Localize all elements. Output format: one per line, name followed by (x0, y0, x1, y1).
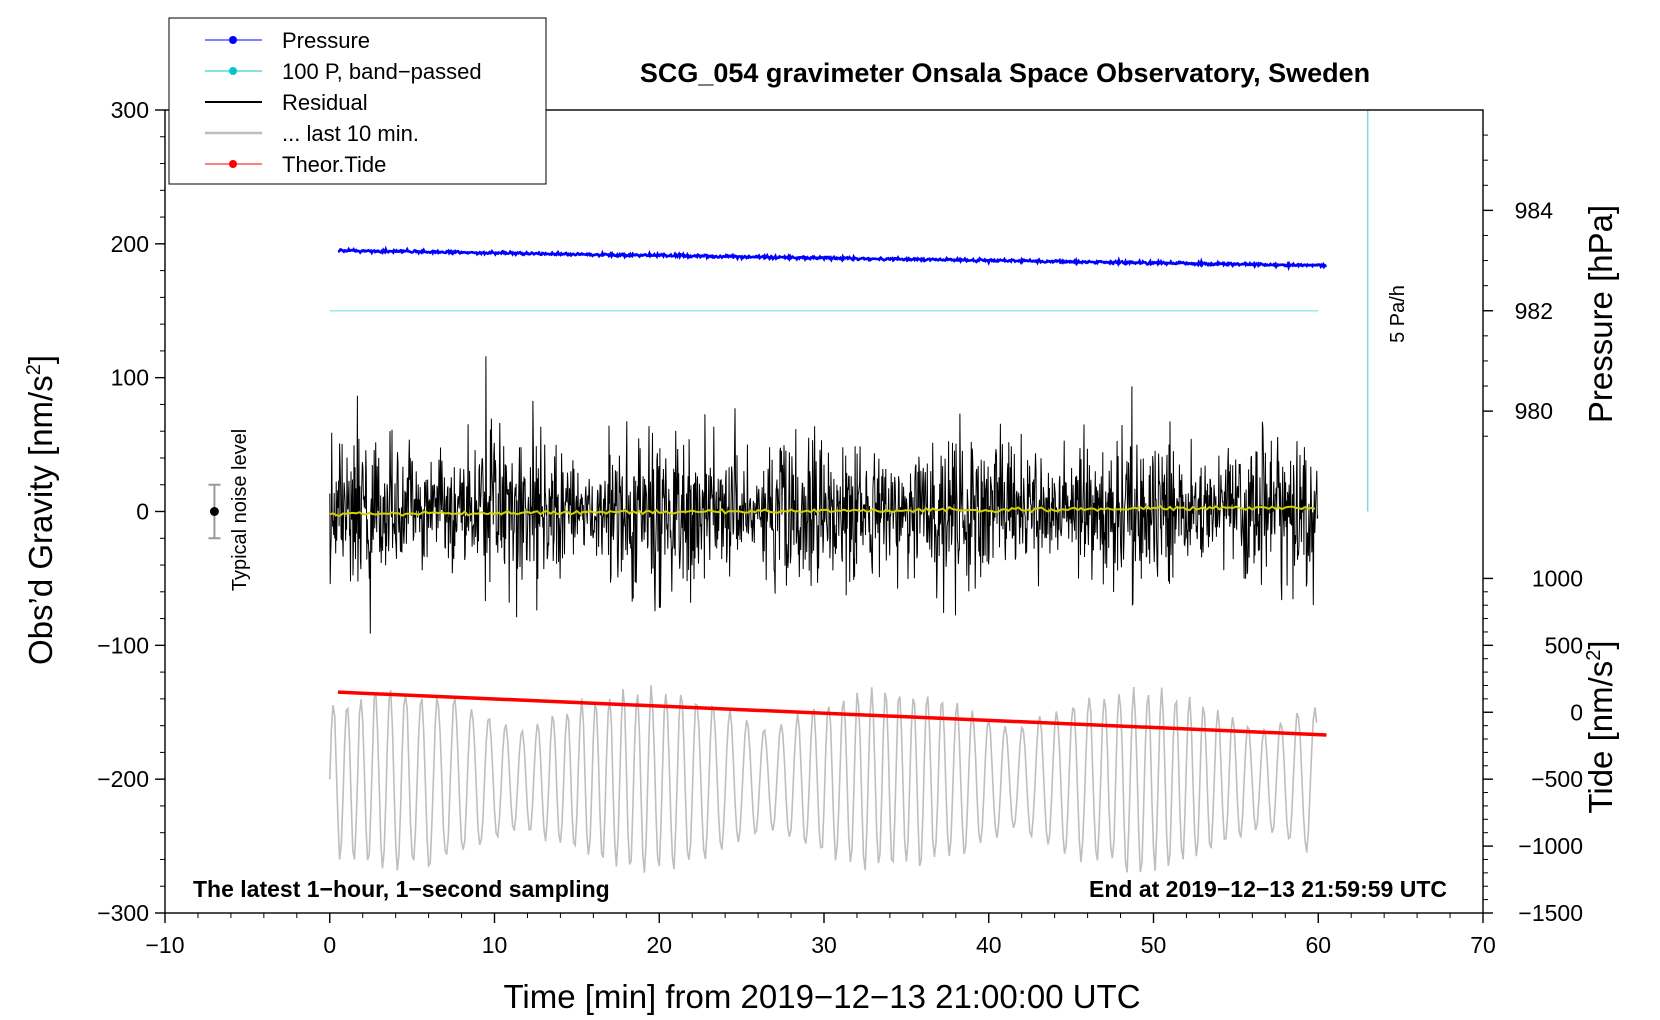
y-tick-label-left: 0 (136, 499, 149, 525)
y-axis-label-left-sup: 2 (23, 364, 45, 375)
y-tick-label-left: 100 (111, 365, 149, 391)
legend-marker (229, 160, 237, 168)
x-tick-label: 50 (1141, 932, 1167, 958)
y-axis-label-tide-end: ] (1582, 640, 1619, 649)
subtitle-right: End at 2019−12−13 21:59:59 UTC (1089, 876, 1447, 902)
x-tick-label: 0 (323, 932, 336, 958)
y-tick-label-left: −300 (97, 900, 149, 926)
x-tick-label: −10 (145, 932, 184, 958)
legend-label: Residual (282, 90, 368, 115)
chart-title: SCG_054 gravimeter Onsala Space Observat… (640, 58, 1370, 88)
legend: Pressure 100 P, band−passed Residual ... la… (168, 17, 547, 185)
y-axis-label-tide-text: Tide [nm/s (1582, 661, 1619, 814)
y-tick-label-left: 300 (111, 97, 149, 123)
tide-tick-label: 500 (1545, 632, 1583, 658)
tide-tick-label: −500 (1531, 766, 1583, 792)
legend-marker (229, 36, 237, 44)
noise-bar-point (209, 507, 219, 516)
y-tick-label-left: −100 (97, 632, 149, 658)
tide-tick-label: 1000 (1532, 565, 1583, 591)
legend-label: Pressure (282, 28, 370, 53)
legend-label: Theor.Tide (282, 152, 386, 177)
x-tick-label: 30 (811, 932, 837, 958)
rate-bar-label: 5 Pa/h (1387, 285, 1409, 343)
axis-layer: −10 0 10 20 30 40 50 60 703002001000−100−200−300… (97, 97, 1583, 958)
legend-label: 100 P, band−passed (282, 59, 482, 84)
legend-entries: Pressure 100 P, band−passed Residual ... la… (205, 28, 482, 177)
tide-tick-label: −1000 (1518, 833, 1583, 859)
y-tick-label-left: 200 (111, 231, 149, 257)
series-layer (208, 110, 1369, 873)
legend-marker (229, 67, 237, 75)
series-residual-line (329, 356, 1319, 634)
legend-label: ... last 10 min. (282, 121, 419, 146)
x-axis-label: Time [min] from 2019−12−13 21:00:00 UTC (503, 978, 1140, 1015)
y-tick-label-left: −200 (97, 766, 149, 792)
pressure-tick-label: 984 (1515, 197, 1554, 223)
pressure-tick-label: 980 (1515, 398, 1553, 424)
series-pressure-line (337, 245, 1327, 272)
y-axis-label-left-end: ] (22, 355, 59, 364)
y-axis-label-pressure: Pressure [hPa] (1582, 205, 1619, 423)
pressure-tick-label: 982 (1515, 298, 1553, 324)
y-axis-label-tide: Tide [nm/s2] (1582, 640, 1619, 813)
y-axis-label-tide-sup: 2 (1583, 650, 1605, 661)
noise-bar-label: Typical noise level (229, 429, 251, 591)
x-tick-label: 60 (1305, 932, 1331, 958)
series-theor-tide-line (337, 690, 1327, 737)
x-tick-label: 10 (482, 932, 508, 958)
tide-tick-label: −1500 (1518, 900, 1583, 926)
series-smoothed-residual-line (329, 504, 1316, 517)
subtitle-left: The latest 1−hour, 1−second sampling (193, 876, 610, 902)
x-tick-label: 20 (646, 932, 672, 958)
y-axis-label-left-text: Obs’d Gravity [nm/s (22, 375, 59, 665)
y-axis-label-left: Obs’d Gravity [nm/s2] (22, 355, 59, 665)
tide-tick-label: 0 (1570, 699, 1583, 725)
series-last-10-min-line (329, 685, 1318, 873)
x-tick-label: 70 (1470, 932, 1496, 958)
x-tick-label: 40 (976, 932, 1002, 958)
